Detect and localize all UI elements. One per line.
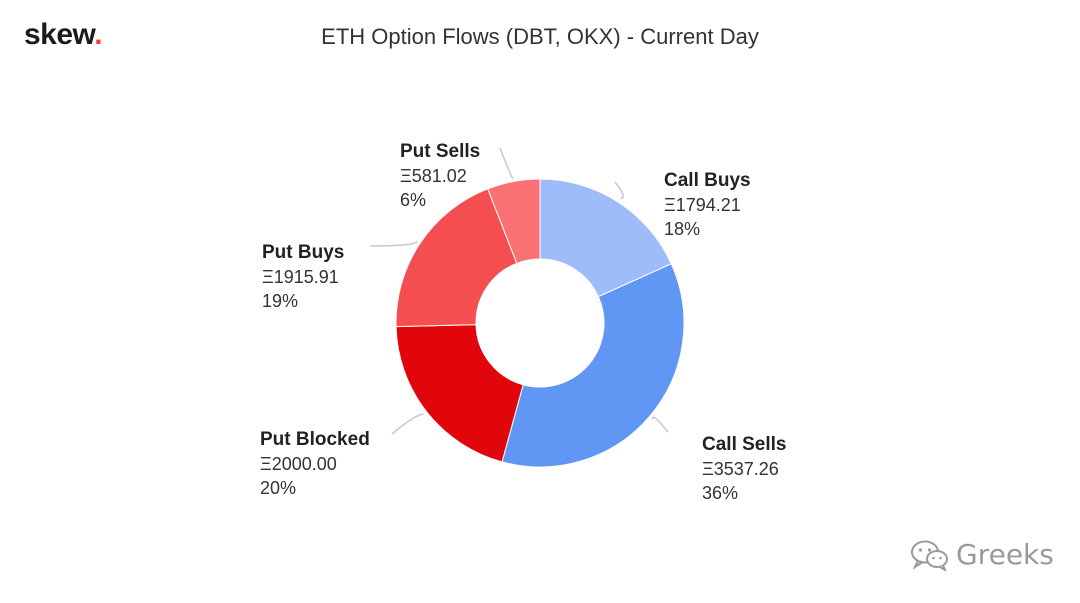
chart-title: ETH Option Flows (DBT, OKX) - Current Da… [321,24,759,49]
slice-label-value: Ξ3537.26 [702,459,779,479]
leader-line [369,240,418,247]
slice-label-value: Ξ1915.91 [262,267,339,287]
skew-logo: skew. [24,18,103,52]
wechat-icon [911,540,948,571]
leader-line [614,181,624,200]
leader-line [391,413,424,435]
slice-label-percent: 19% [262,291,298,311]
slice-label-percent: 20% [260,478,296,498]
watermark: Greeks [910,538,1054,571]
slice-label-name: Call Sells [702,434,787,455]
slice-put-blocked[interactable] [395,324,524,463]
logo-dot: . [94,18,103,51]
leader-line [651,416,669,433]
slice-put-sells[interactable] [487,178,541,265]
slice-label-value: Ξ581.02 [400,166,467,186]
slice-label-name: Put Blocked [260,429,370,450]
slice-label-name: Put Buys [262,242,344,263]
logo-text: skew [24,18,95,51]
slice-label-percent: 36% [702,483,738,503]
slice-put-buys[interactable] [395,188,518,328]
slice-label-percent: 6% [400,190,426,210]
slice-label-value: Ξ1794.21 [664,195,741,215]
slice-label-name: Put Sells [400,141,480,162]
slice-call-sells[interactable] [501,263,685,468]
slice-call-buys[interactable] [539,178,672,298]
leader-line [499,147,514,180]
watermark-text: Greeks [956,538,1054,571]
slice-label-value: Ξ2000.00 [260,454,337,474]
slice-label-name: Call Buys [664,170,751,191]
slice-label-percent: 18% [664,219,700,239]
